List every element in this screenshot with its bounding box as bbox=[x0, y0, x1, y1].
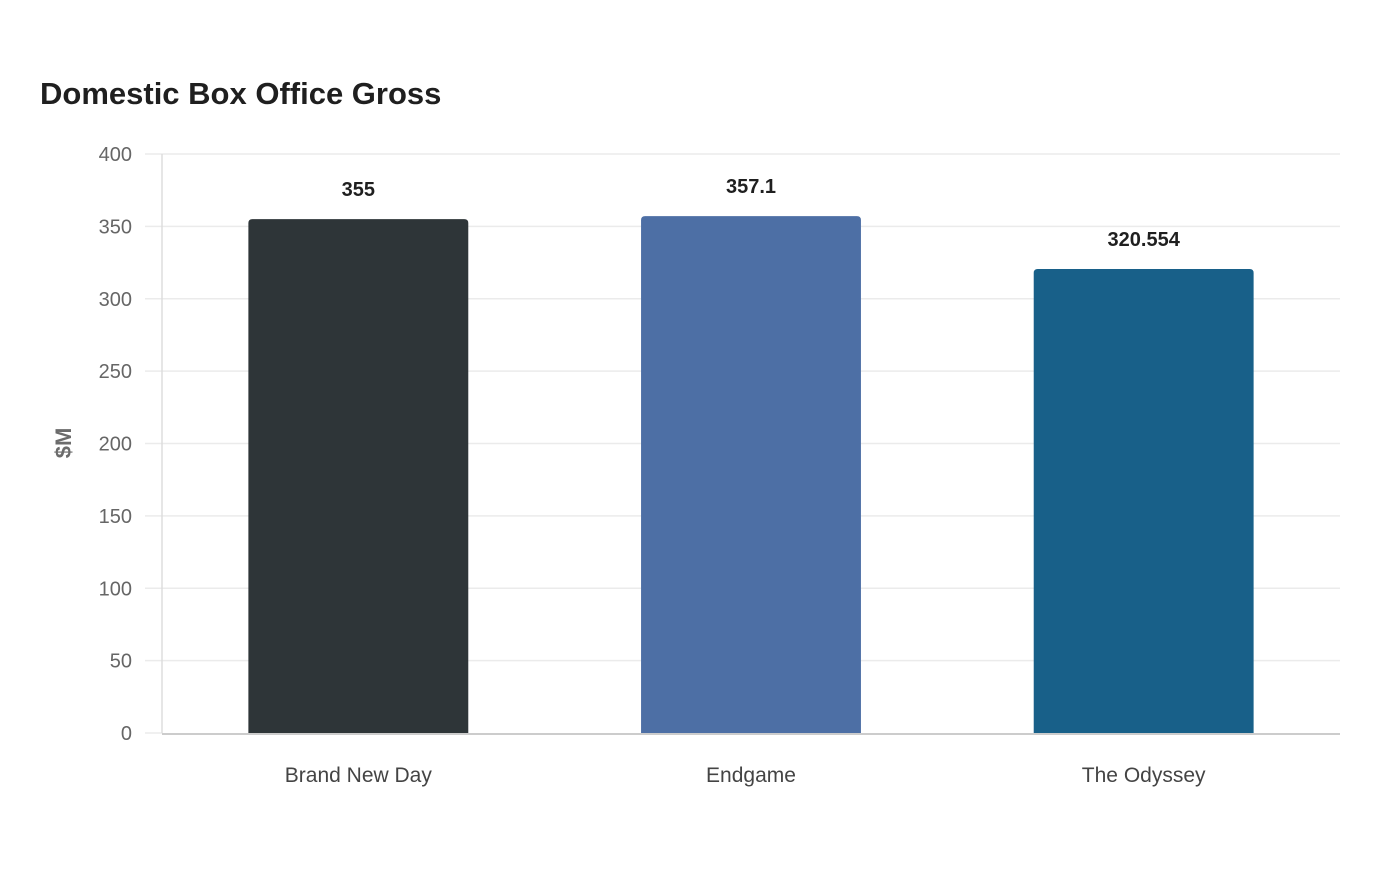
data-label: 320.554 bbox=[1108, 229, 1181, 251]
y-tick-label: 400 bbox=[99, 144, 132, 166]
y-tick-label: 100 bbox=[99, 578, 132, 600]
y-tick-label: 0 bbox=[121, 723, 132, 745]
y-tick-labels: 0 50 100 150 200 250 300 350 400 bbox=[99, 144, 132, 745]
y-tick-label: 350 bbox=[99, 216, 132, 238]
bar bbox=[1034, 269, 1254, 733]
x-tick-labels: Brand New Day Endgame The Odyssey bbox=[285, 764, 1206, 787]
y-tick-label: 150 bbox=[99, 506, 132, 528]
y-tick-label: 300 bbox=[99, 289, 132, 311]
x-tick-label: The Odyssey bbox=[1082, 764, 1206, 787]
x-tick-label: Endgame bbox=[706, 764, 796, 787]
bar bbox=[641, 216, 861, 733]
y-tick-label: 250 bbox=[99, 361, 132, 383]
x-tick-label: Brand New Day bbox=[285, 764, 433, 787]
y-tick-label: 200 bbox=[99, 434, 132, 456]
bar bbox=[248, 219, 468, 733]
y-tick-label: 50 bbox=[110, 651, 132, 673]
bars bbox=[248, 216, 1253, 733]
y-axis-title: $M bbox=[51, 428, 76, 459]
data-label: 355 bbox=[342, 179, 375, 201]
chart-title: Domestic Box Office Gross bbox=[40, 76, 441, 112]
data-label: 357.1 bbox=[726, 176, 776, 198]
